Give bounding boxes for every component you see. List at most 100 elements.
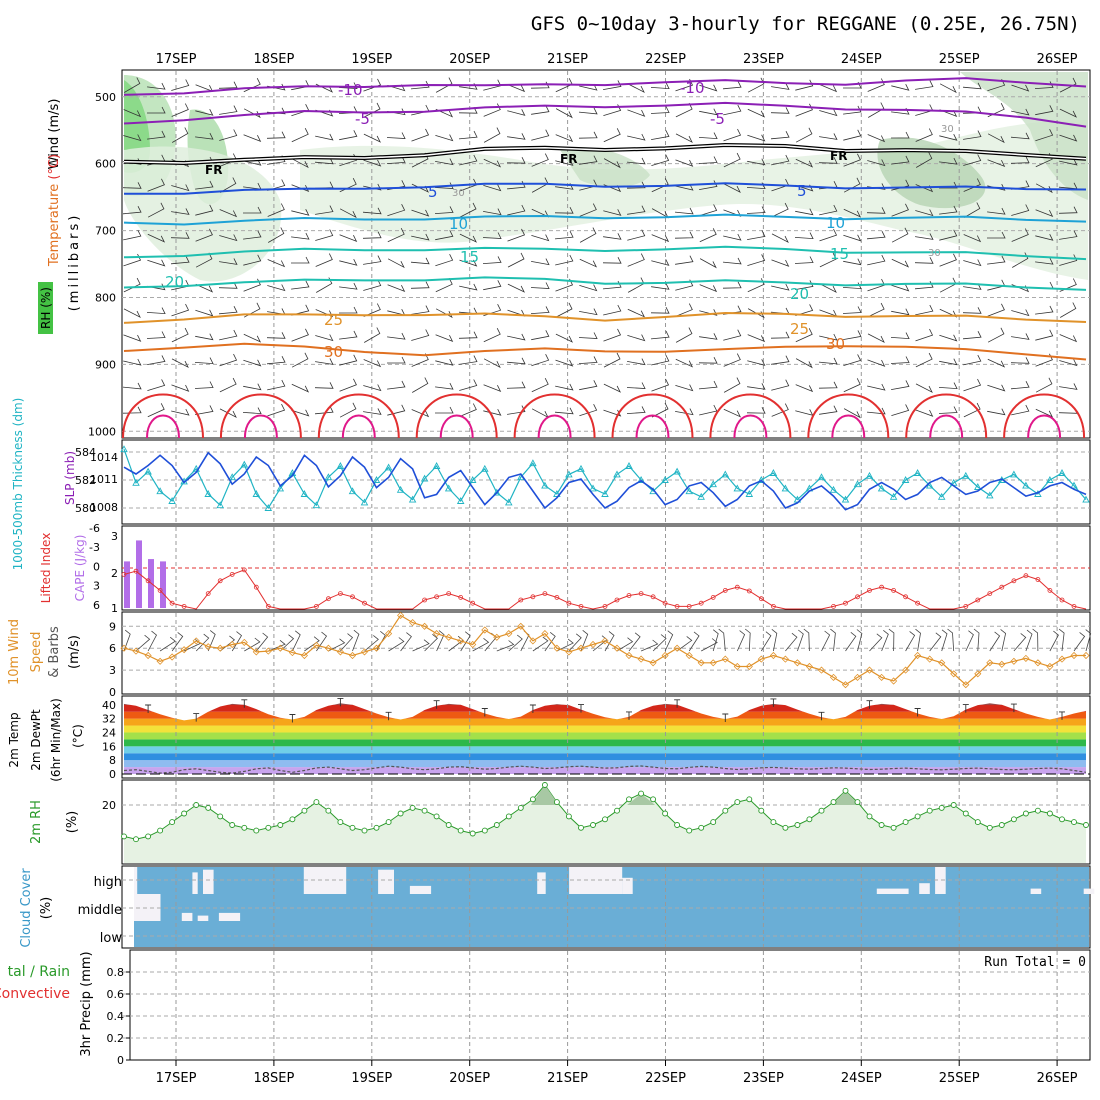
pressure-tick-600: 600 [95, 158, 116, 171]
barb-26-7 [747, 254, 766, 266]
warm-arc-2 [317, 393, 400, 439]
barb-28-6 [794, 232, 814, 240]
barb-20-0 [603, 80, 622, 90]
barb-34-2 [939, 134, 958, 141]
run-total: Run Total = 0 [984, 955, 1086, 970]
barb-26-6 [747, 230, 766, 240]
li-point-75 [1023, 573, 1029, 579]
barb-37-3 [1010, 156, 1030, 164]
wind10-point-21 [372, 644, 381, 652]
barb-11-6 [387, 228, 405, 243]
barb-2-2 [172, 127, 189, 143]
barb-28-2 [795, 127, 813, 143]
barb-3-13 [195, 405, 214, 415]
barb-30-11 [843, 354, 862, 366]
rh-point-30 [481, 827, 488, 834]
barb-18-6 [554, 230, 574, 240]
wind10-barb-23 [400, 632, 412, 652]
barb-31-12 [867, 383, 886, 391]
ylabel-speed: Speed [29, 632, 44, 673]
wind10-point-80 [1082, 651, 1090, 660]
ylabel-convective: Convective [0, 986, 70, 1002]
barb-33-5 [915, 209, 934, 217]
date-bottom-21SEP: 21SEP [547, 1071, 588, 1086]
label-p25-b: 25 [790, 320, 809, 338]
barb-23-4 [675, 183, 694, 191]
barb-23-13 [675, 408, 694, 416]
minmax-mark-8 [529, 704, 536, 713]
warm-arc-4 [513, 393, 596, 439]
thickness-point-49 [709, 480, 717, 488]
wind10-barb-59 [830, 628, 836, 652]
ylabel-rh: RH (%) [39, 287, 53, 329]
ylabel-minmax: (6hr Min/Max) [49, 698, 63, 782]
barb-13-6 [435, 230, 454, 241]
barb-24-2 [698, 132, 718, 140]
cloud-row-middle: middle [78, 903, 122, 918]
barb-26-12 [747, 383, 766, 390]
date-top-17SEP: 17SEP [156, 52, 197, 67]
rh-point-64 [890, 824, 897, 831]
barb-6-2 [266, 131, 286, 139]
rh-point-16 [313, 799, 320, 806]
barb-23-11 [675, 358, 694, 368]
barb-30-7 [843, 258, 862, 266]
wind10-point-1 [132, 647, 140, 655]
date-bottom-23SEP: 23SEP [743, 1071, 784, 1086]
cape-bar-3 [160, 561, 166, 608]
barb-21-7 [627, 253, 645, 267]
ylabel-10m-wind: 10m Wind [7, 619, 22, 685]
wind10-barb-25 [424, 633, 439, 652]
slp-line [123, 451, 1087, 511]
barb-36-10 [987, 327, 1005, 343]
cloud-gap-8 [622, 877, 633, 894]
label-p30-a: 30 [324, 343, 343, 361]
barb-29-0 [819, 84, 838, 93]
barb-13-8 [435, 278, 453, 293]
rh-tick-20: 20 [102, 799, 116, 812]
barb-16-0 [507, 84, 526, 93]
rh-swatch [38, 282, 53, 334]
barb-15-5 [483, 208, 502, 216]
wind10-barb-35 [544, 631, 556, 652]
barb-2-10 [171, 327, 189, 343]
barb-24-7 [699, 258, 717, 269]
wind10-tick-6: 6 [109, 642, 116, 655]
thickness-point-42 [625, 462, 633, 469]
date-top-19SEP: 19SEP [351, 52, 392, 67]
rh-point-47 [686, 827, 693, 834]
barb-12-13 [411, 409, 430, 418]
barb-16-2 [507, 133, 526, 140]
barb-6-13 [267, 403, 286, 417]
date-axis-top: 17SEP 18SEP 19SEP 20SEP 21SEP 22SEP 23SEP 24SEP… [156, 52, 1078, 67]
rh-point-59 [830, 799, 837, 806]
precip-ticks: 0.8 0.6 0.4 0.2 0 [107, 966, 130, 1067]
precip-frame [129, 949, 1091, 1061]
wind10-barb-61 [856, 629, 863, 652]
wind10-barb-79 [1073, 632, 1086, 652]
rh-point-67 [926, 807, 933, 814]
temp-tick-8: 8 [109, 754, 116, 767]
wind10-barb-53 [760, 631, 772, 652]
barb-13-13 [435, 406, 454, 414]
li-point-5 [181, 604, 187, 609]
rh-point-38 [578, 824, 584, 831]
barb-6-12 [267, 379, 286, 391]
barb-19-6 [579, 227, 597, 243]
barb-17-3 [531, 153, 549, 167]
barb-17-6 [531, 234, 550, 242]
minmax-mark-0 [145, 704, 152, 713]
barb-24-1 [699, 108, 718, 116]
wind10-barb-76 [1032, 628, 1039, 652]
ylabel-temperature: Temperature (°C) [47, 154, 62, 267]
rh-point-13 [277, 822, 284, 828]
barb-13-7 [435, 254, 454, 267]
barb-1-10 [146, 331, 166, 339]
barb-26-0 [747, 77, 765, 93]
barb-0-12 [122, 382, 142, 390]
thk-tick-582: 582 [75, 474, 96, 487]
ylabel-cloud: Cloud Cover [19, 868, 34, 948]
wind10-barb-46 [676, 636, 693, 652]
thickness-point-4 [168, 497, 176, 504]
barb-34-11 [939, 358, 958, 366]
